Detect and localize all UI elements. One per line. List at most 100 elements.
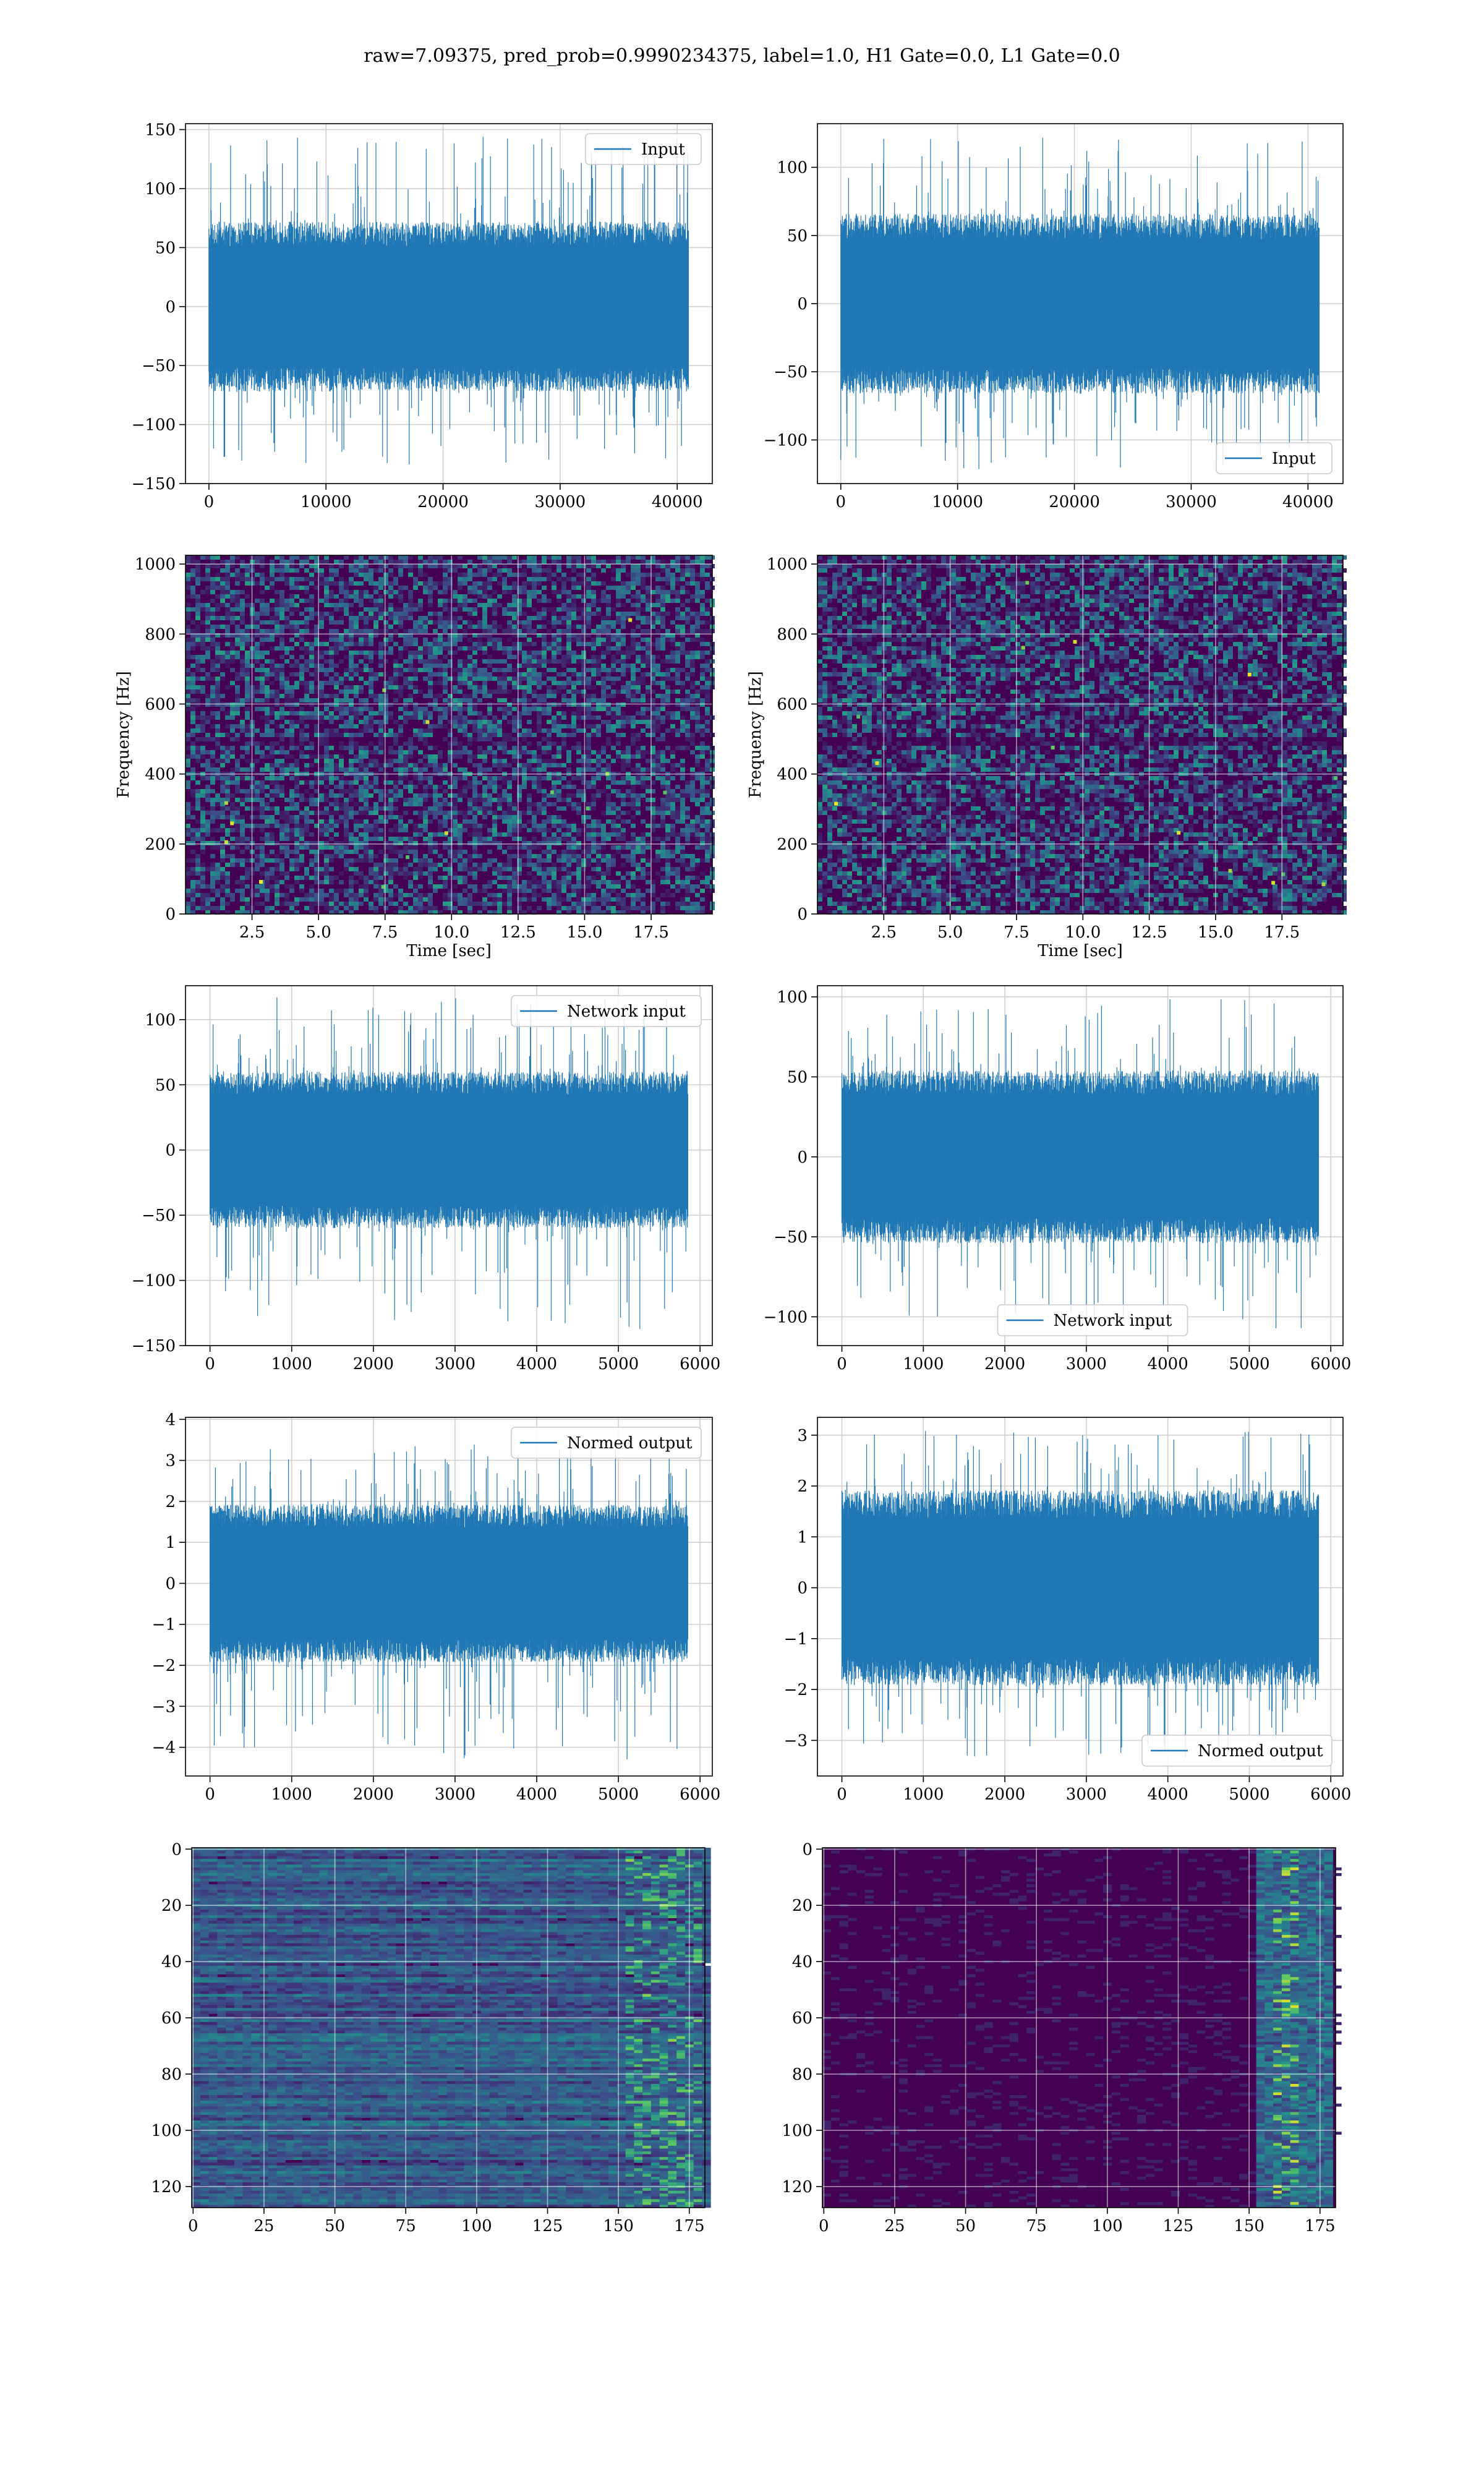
spectrogram-cell [487, 586, 492, 590]
spectrogram-cell [527, 668, 532, 672]
spectrogram-cell [378, 741, 383, 746]
spectrogram-cell [359, 733, 364, 737]
spectrogram-cell [576, 707, 581, 711]
spectrogram-cell [378, 555, 383, 560]
spectrogram-cell [453, 642, 458, 646]
spectrogram-cell [690, 737, 695, 741]
spectrogram-cell [596, 607, 601, 612]
spectrogram-cell [433, 612, 438, 616]
spectrogram-cell [482, 720, 487, 724]
spectrogram-cell [655, 620, 660, 625]
spectrogram-cell [512, 737, 517, 741]
spectrogram-cell [279, 750, 284, 754]
spectrogram-cell [364, 664, 369, 668]
spectrogram-cell [616, 577, 621, 581]
spectrogram-cell [606, 642, 611, 646]
spectrogram-cell [576, 564, 581, 568]
spectrogram-cell [477, 642, 482, 646]
spectrogram-cell [685, 555, 690, 560]
spectrogram-cell [502, 677, 507, 681]
spectrogram-cell [279, 664, 284, 668]
spectrogram-cell [601, 568, 606, 573]
spectrogram-cell [329, 702, 334, 707]
signal-core [841, 240, 1320, 367]
spectrogram-cell [225, 724, 230, 728]
spectrogram-cell [354, 625, 359, 629]
spectrogram-cell [279, 767, 284, 772]
spectrogram-cell [581, 689, 586, 694]
spectrogram-cell [413, 651, 418, 655]
spectrogram-cell [695, 616, 700, 620]
spectrogram-cell [626, 681, 631, 685]
spectrogram-cell [294, 746, 299, 750]
spectrogram-cell [467, 568, 472, 573]
spectrogram-cell [329, 711, 334, 715]
spectrogram-cell [487, 629, 492, 633]
spectrogram-cell [502, 689, 507, 694]
spectrogram-cell [512, 720, 517, 724]
spectrogram-cell [235, 707, 240, 711]
spectrogram-cell [670, 577, 675, 581]
spectrogram-cell [275, 629, 279, 633]
spectrogram-cell [586, 759, 591, 763]
spectrogram-cell [423, 646, 428, 651]
spectrogram-cell [403, 785, 408, 789]
spectrogram-cell [260, 638, 265, 642]
spectrogram-cell [581, 599, 586, 603]
spectrogram-cell [616, 707, 621, 711]
spectrogram-cell [463, 664, 467, 668]
spectrogram-cell [270, 607, 275, 612]
spectrogram-cell [700, 612, 705, 616]
spectrogram-cell [230, 594, 235, 599]
spectrogram-cell [279, 564, 284, 568]
spectrogram-cell [299, 728, 304, 733]
spectrogram-cell [364, 754, 369, 759]
spectrogram-cell [443, 724, 448, 728]
spectrogram-cell [388, 750, 393, 754]
spectrogram-cell [245, 668, 250, 672]
spectrogram-cell [606, 776, 611, 780]
spectrogram-cell [601, 789, 606, 793]
spectrogram-cell [354, 581, 359, 586]
spectrogram-cell [364, 789, 369, 793]
spectrogram-cell [334, 603, 339, 607]
spectrogram-cell [631, 612, 636, 616]
spectrogram-cell [443, 698, 448, 702]
spectrogram-cell [359, 793, 364, 798]
spectrogram-cell [502, 590, 507, 594]
spectrogram-cell [393, 659, 398, 664]
spectrogram-cell [438, 767, 443, 772]
spectrogram-cell [329, 564, 334, 568]
spectrogram-cell [369, 707, 373, 711]
spectrogram-cell [571, 702, 576, 707]
spectrogram-cell [705, 763, 710, 767]
spectrogram-cell [423, 741, 428, 746]
spectrogram-cell [527, 677, 532, 681]
spectrogram-cell [561, 785, 566, 789]
spectrogram-cell [359, 603, 364, 607]
spectrogram-cell [670, 677, 675, 681]
spectrogram-cell [646, 659, 650, 664]
spectrogram-cell [497, 659, 502, 664]
spectrogram-cell [413, 642, 418, 646]
spectrogram-cell [443, 629, 448, 633]
spectrogram-cell [636, 616, 641, 620]
spectrogram-cell [354, 629, 359, 633]
spectrogram-cell [388, 607, 393, 612]
spectrogram-cell [660, 707, 665, 711]
spectrogram-cell [433, 754, 438, 759]
spectrogram-cell [413, 655, 418, 659]
spectrogram-cell [665, 746, 670, 750]
spectrogram-cell [210, 646, 215, 651]
spectrogram-cell [388, 733, 393, 737]
spectrogram-cell [255, 685, 260, 689]
spectrogram-cell [472, 785, 477, 789]
spectrogram-cell [591, 677, 596, 681]
spectrogram-cell [279, 785, 284, 789]
spectrogram-cell [492, 646, 497, 651]
spectrogram-cell [680, 767, 685, 772]
spectrogram-cell [265, 698, 270, 702]
spectrogram-cell [393, 689, 398, 694]
spectrogram-cell [428, 577, 433, 581]
spectrogram-cell [695, 629, 700, 633]
